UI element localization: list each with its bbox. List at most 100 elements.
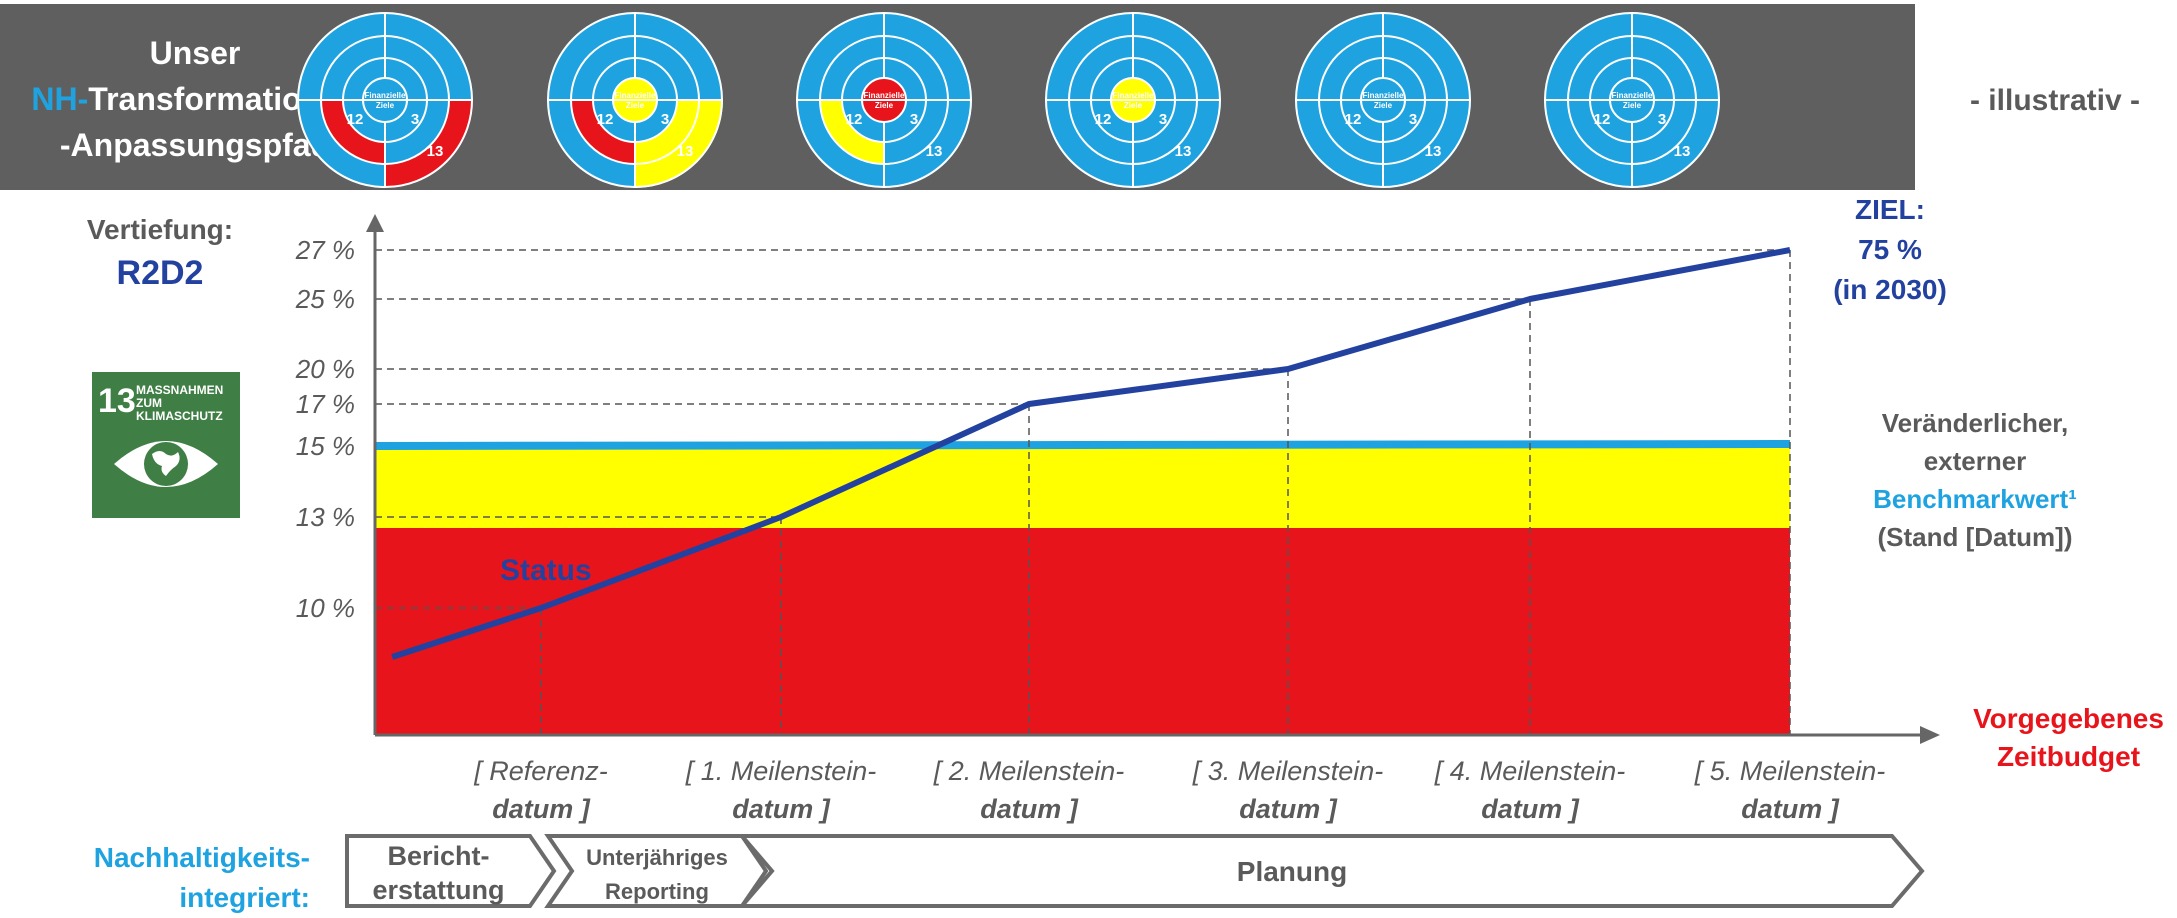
eye-globe-icon: [114, 441, 218, 487]
zeitbudget-note: Vorgegebenes Zeitbudget: [1960, 700, 2177, 776]
wheel-number-13: 13: [1425, 143, 1442, 160]
wheel-segment-12: [571, 100, 635, 164]
wheel-number-3: 3: [910, 111, 918, 128]
wheel-segment-3: [385, 100, 449, 164]
x-tick-label: [ 1. Meilenstein-: [685, 756, 877, 786]
x-tick-label: [ 4. Meilenstein-: [1434, 756, 1626, 786]
wheel-segment-3: [1632, 100, 1696, 164]
wheel-segment-3: [1133, 100, 1197, 164]
y-tick-label: 15 %: [296, 431, 355, 461]
wheel-center-label: Ziele: [1623, 101, 1642, 110]
wheel-number-12: 12: [1095, 111, 1112, 128]
benchmark-wert: wert¹: [2014, 484, 2077, 514]
zeit-line-2: Zeitbudget: [1996, 741, 2141, 772]
x-tick-label: [ Referenz-: [473, 756, 608, 786]
wheel-number-3: 3: [1159, 111, 1167, 128]
wheel-center-label: Finanzielle: [1113, 91, 1154, 100]
wheel-number-3: 3: [1658, 111, 1666, 128]
y-tick-label: 13 %: [296, 502, 355, 532]
phase-label: erstattung: [372, 875, 504, 905]
series-label-status: Status: [500, 554, 592, 587]
series-line-status: [391, 247, 1791, 660]
title-line-1: Unser: [149, 35, 241, 71]
wheel-center-label: Finanzielle: [864, 91, 905, 100]
chevron-shape: [737, 834, 1925, 908]
wheel-number-12: 12: [347, 111, 364, 128]
wheel-number-3: 3: [661, 111, 669, 128]
x-axis-arrow: [1920, 726, 1940, 744]
phase-label: Unterjähriges: [586, 845, 728, 870]
wheel-center-label: Finanzielle: [615, 91, 656, 100]
wheel-center-label: Ziele: [1124, 101, 1143, 110]
title-nh-prefix: NH-: [31, 81, 89, 117]
y-tick-label: 17 %: [296, 389, 355, 419]
header-banner: Unser NH-Transformations-/ -Anpassungspf…: [0, 4, 1915, 190]
benchmark-note: Veränderlicher, externer Benchmarkwert¹ …: [1810, 404, 2140, 556]
x-tick-label: [ 5. Meilenstein-: [1694, 756, 1886, 786]
wheel-center-label: Finanzielle: [1363, 91, 1404, 100]
wheel-segment-12: [820, 100, 884, 164]
wheel-center-label: Ziele: [376, 101, 395, 110]
x-tick-label-date: datum ]: [1239, 794, 1338, 824]
sdg-text: MASSNAHMEN ZUM KLIMASCHUTZ: [136, 383, 224, 423]
wheel-segment-12: [1319, 100, 1383, 164]
sdg-number: 13: [98, 382, 136, 420]
x-tick-label: [ 3. Meilenstein-: [1192, 756, 1384, 786]
benchmark-line-4: (Stand [Datum]): [1877, 522, 2073, 552]
x-tick-label-date: datum ]: [492, 794, 591, 824]
phase-chevron-1: Bericht-erstattung: [345, 834, 557, 908]
y-tick-label: 27 %: [295, 235, 355, 265]
wheel-segment-12: [321, 100, 385, 164]
chevron-shape: [345, 834, 557, 908]
phase-chevron-3: Planung: [737, 834, 1925, 908]
x-tick-label-date: datum ]: [1481, 794, 1580, 824]
phase-label: Planung: [1237, 856, 1347, 887]
wheel-number-12: 12: [597, 111, 614, 128]
wheel-center-label: Ziele: [875, 101, 894, 110]
x-tick-label: [ 2. Meilenstein-: [933, 756, 1125, 786]
phases-label: Nachhaltigkeits- integriert:: [40, 838, 310, 918]
wheel-number-13: 13: [427, 143, 444, 160]
wheel-number-13: 13: [1674, 143, 1691, 160]
benchmark-line-2: externer: [1923, 446, 2027, 476]
wheel-segment-13: [884, 100, 972, 188]
wheel-center-label: Ziele: [626, 101, 645, 110]
y-tick-label: 10 %: [296, 593, 355, 623]
ziel-line-3: (in 2030): [1833, 274, 1947, 305]
wheel-segment-13: [1632, 100, 1720, 188]
y-tick-label: 20 %: [295, 354, 355, 384]
wheel-number-12: 12: [1594, 111, 1611, 128]
wheel-segment-3: [635, 100, 699, 164]
benchmark-line: [374, 440, 1791, 450]
x-tick-label-date: datum ]: [980, 794, 1079, 824]
benchmark-line-1: Veränderlicher,: [1881, 408, 2069, 438]
phase-label: Reporting: [605, 879, 709, 904]
sdg-13-tile: 13 MASSNAHMEN ZUM KLIMASCHUTZ: [92, 372, 240, 518]
illustrative-note: - illustrativ -: [1969, 84, 2141, 117]
zone-band-1: [375, 528, 1790, 735]
wheel-center-label: Finanzielle: [365, 91, 406, 100]
x-tick-label-date: datum ]: [732, 794, 831, 824]
x-tick-label-date: datum ]: [1741, 794, 1840, 824]
phase-chevron-2: Unterjähriges Reporting: [544, 834, 769, 908]
zeit-line-1: Vorgegebenes: [1973, 703, 2164, 734]
wheel-center-label: Ziele: [1374, 101, 1393, 110]
title-line-3: -Anpassungspfad: [59, 127, 331, 163]
phase-label: Bericht-: [387, 841, 489, 871]
wheel-segment-3: [1383, 100, 1447, 164]
ziel-note: ZIEL: 75 % (in 2030): [1800, 190, 1980, 310]
vertiefung-value: R2D2: [116, 254, 204, 292]
benchmark-line-3: Benchmarkwert¹: [1810, 480, 2140, 518]
phases-label-line-2: integriert:: [179, 882, 310, 913]
y-axis-arrow: [366, 214, 384, 232]
phases-label-line-1: Nachhaltigkeits-: [93, 842, 310, 873]
